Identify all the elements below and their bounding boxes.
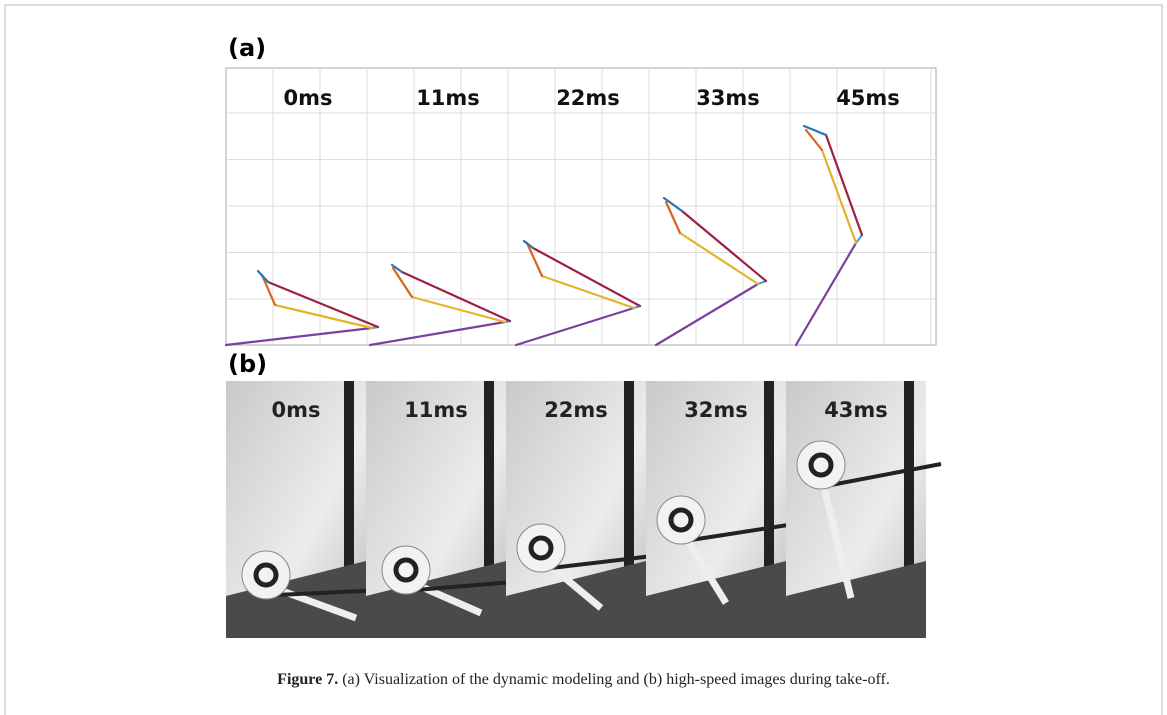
frame-label: 45ms xyxy=(836,86,900,110)
robot-body xyxy=(241,550,291,600)
robot-hub xyxy=(393,557,419,583)
thigh xyxy=(540,274,636,310)
hip-link xyxy=(664,200,682,235)
rod xyxy=(531,246,642,308)
hip-link xyxy=(804,128,824,152)
plot-grid xyxy=(225,67,937,346)
thigh xyxy=(410,295,507,324)
photo-floor xyxy=(646,561,786,638)
panel-a-label: (a) xyxy=(228,34,266,62)
shank xyxy=(654,282,760,347)
frame-label: 32ms xyxy=(684,398,748,422)
photo-curtain xyxy=(344,381,354,571)
caption-text: (a) Visualization of the dynamic modelin… xyxy=(342,671,890,688)
frame-label: 0ms xyxy=(272,398,321,422)
hip-link xyxy=(391,266,414,299)
photo-frame: 32ms xyxy=(646,381,802,638)
photo-floor xyxy=(366,561,506,638)
thigh xyxy=(820,148,858,245)
frame-label: 0ms xyxy=(284,86,333,110)
frame-label: 11ms xyxy=(404,398,468,422)
rod xyxy=(680,209,768,283)
robot-rod xyxy=(550,553,662,570)
thigh xyxy=(273,303,374,330)
body-link xyxy=(802,124,828,137)
caption: Figure 7. (a) Visualization of the dynami… xyxy=(0,671,1167,689)
photo-frame: 43ms xyxy=(786,381,942,638)
panel-b-label: (b) xyxy=(228,350,267,378)
model-frame xyxy=(224,269,380,347)
robot-hub xyxy=(808,452,834,478)
frame-label: 43ms xyxy=(824,398,888,422)
photo-floor xyxy=(786,561,926,638)
rod xyxy=(824,133,864,237)
caption-label: Figure 7. xyxy=(277,671,339,688)
photo-curtain xyxy=(624,381,634,571)
rod xyxy=(266,280,380,329)
foot xyxy=(756,279,768,286)
shank xyxy=(368,320,507,347)
hip-link xyxy=(525,241,544,278)
robot-rod xyxy=(690,521,802,542)
model-frame xyxy=(514,239,642,347)
hip-link xyxy=(260,273,277,307)
body-link xyxy=(522,239,535,250)
photo-curtain xyxy=(484,381,494,571)
model-frame xyxy=(794,124,864,347)
photo-frame: 22ms xyxy=(506,381,662,638)
page-border xyxy=(4,4,1163,715)
foot xyxy=(854,233,864,245)
thigh xyxy=(678,231,760,286)
photo-floor xyxy=(506,561,646,638)
frame-label: 33ms xyxy=(696,86,760,110)
robot-hub xyxy=(528,535,554,561)
frame-label: 11ms xyxy=(416,86,480,110)
robot-body xyxy=(516,523,566,573)
body-link xyxy=(390,263,404,274)
stick-figures xyxy=(224,124,864,347)
robot-body xyxy=(656,495,706,545)
shank xyxy=(514,306,636,347)
photo-frame: 0ms xyxy=(226,381,387,638)
robot-hub xyxy=(668,507,694,533)
rod xyxy=(400,270,512,323)
shank xyxy=(224,326,374,347)
robot-rod xyxy=(830,462,942,487)
robot-leg xyxy=(817,474,855,599)
frame-label: 22ms xyxy=(544,398,608,422)
body-link xyxy=(662,196,684,213)
photo-curtain xyxy=(764,381,774,571)
photo-strip: 0ms 11ms 22ms 32ms 43ms xyxy=(226,381,942,638)
frame-label: 22ms xyxy=(556,86,620,110)
robot-body xyxy=(381,545,431,595)
body-link xyxy=(256,269,270,284)
robot-body xyxy=(796,440,846,490)
model-frame xyxy=(368,263,512,347)
model-frame xyxy=(654,196,768,347)
photo-frame: 11ms xyxy=(366,381,527,638)
robot-hub xyxy=(253,562,279,588)
shank xyxy=(794,241,858,347)
photo-curtain xyxy=(904,381,914,571)
